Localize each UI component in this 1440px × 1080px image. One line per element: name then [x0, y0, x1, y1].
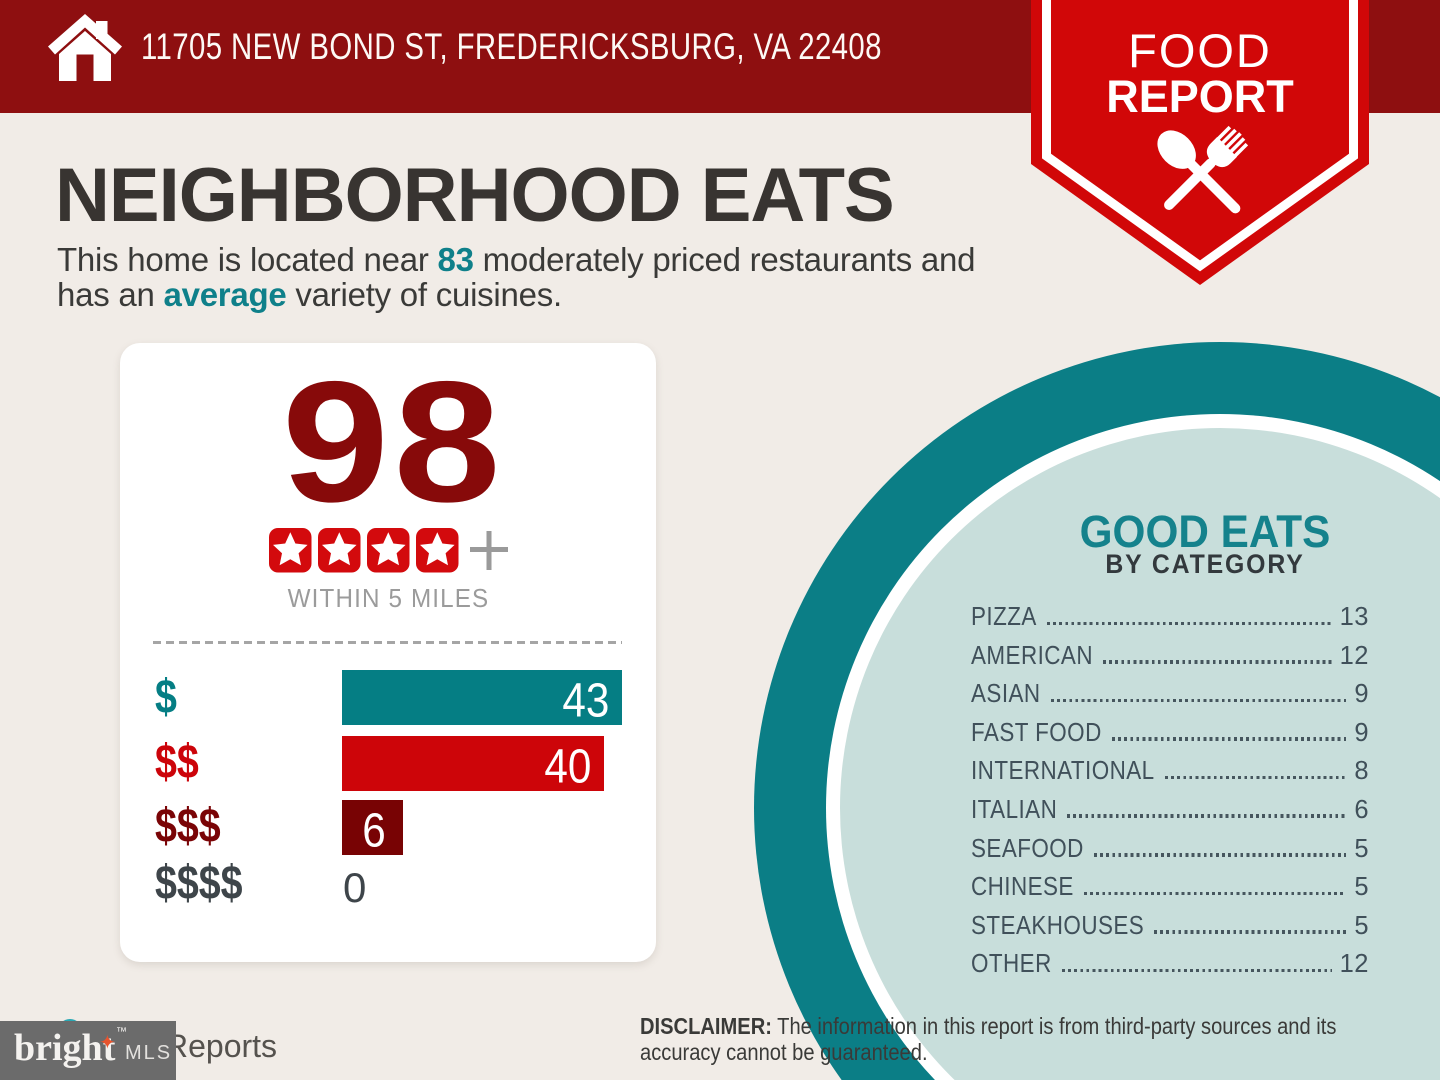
svg-text:REPORT: REPORT [1106, 71, 1294, 122]
svg-text:FOOD: FOOD [1128, 24, 1272, 77]
